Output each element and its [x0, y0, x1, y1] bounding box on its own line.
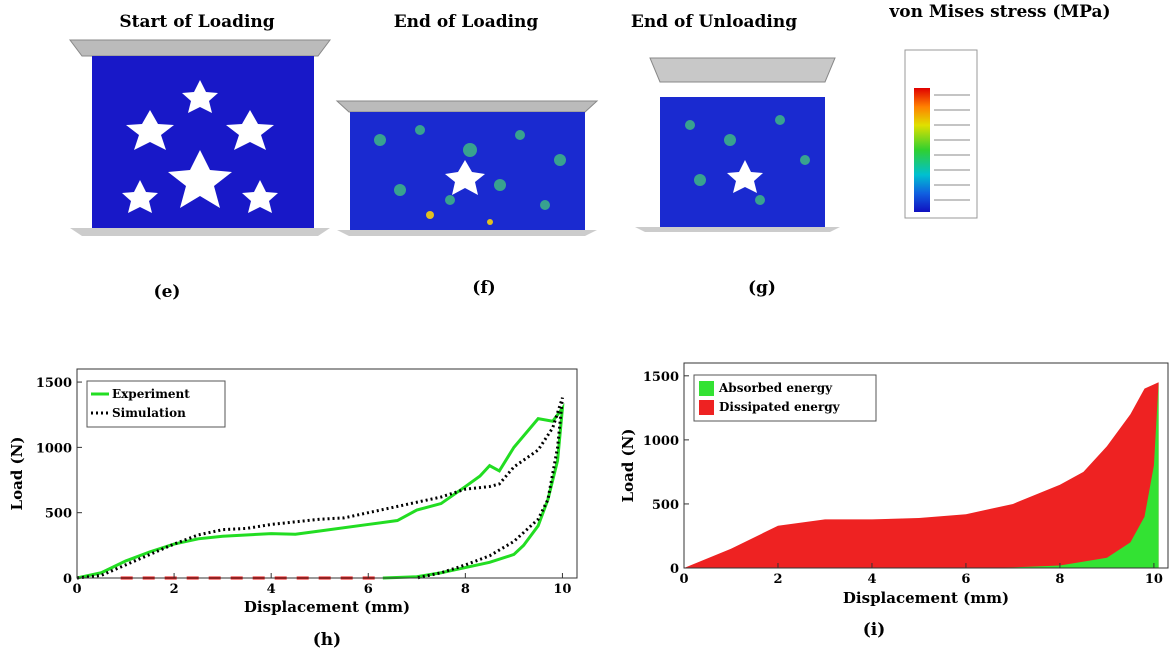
- chart-label: (h): [313, 630, 341, 650]
- panel-title: von Mises stress (MPa): [888, 2, 1110, 22]
- legend-label: Absorbed energy: [718, 381, 833, 395]
- y-axis-label: Load (N): [619, 429, 637, 503]
- legend-label: Experiment: [112, 387, 190, 401]
- panel-label: (f): [472, 278, 495, 298]
- x-tick-label: 6: [364, 582, 373, 597]
- stress-legend: [905, 50, 977, 218]
- legend-swatch: [699, 400, 714, 415]
- x-tick-label: 4: [867, 572, 876, 587]
- legend-label: Simulation: [112, 406, 186, 420]
- page: Start of Loading End of Loading End of U…: [0, 0, 1174, 655]
- y-tick-label: 0: [670, 562, 679, 577]
- x-tick-label: 0: [72, 582, 81, 597]
- panel-title: End of Unloading: [631, 12, 797, 32]
- x-tick-label: 8: [461, 582, 470, 597]
- y-tick-label: 1000: [643, 434, 679, 449]
- x-tick-label: 8: [1055, 572, 1064, 587]
- x-tick-label: 2: [170, 582, 179, 597]
- x-axis-label: Displacement (mm): [843, 589, 1009, 607]
- x-tick-label: 6: [961, 572, 970, 587]
- y-tick-label: 0: [63, 572, 72, 587]
- x-tick-label: 2: [773, 572, 782, 587]
- x-tick-label: 4: [267, 582, 276, 597]
- x-tick-label: 10: [1145, 572, 1163, 587]
- x-axis-label: Displacement (mm): [244, 598, 410, 616]
- simulation-image: [70, 40, 330, 236]
- panel-title: Start of Loading: [119, 12, 274, 32]
- legend-swatch: [699, 381, 714, 396]
- panel-label: (g): [748, 278, 776, 298]
- x-tick-label: 0: [679, 572, 688, 587]
- simulation-image: [337, 101, 597, 236]
- y-axis-label: Load (N): [8, 437, 26, 511]
- y-tick-label: 500: [45, 507, 72, 522]
- y-tick-label: 1000: [36, 441, 72, 456]
- legend-label: Dissipated energy: [719, 400, 841, 414]
- panel-label: (e): [154, 282, 181, 302]
- panel-title: End of Loading: [394, 12, 539, 32]
- simulation-image: [635, 58, 840, 232]
- x-tick-label: 10: [553, 582, 571, 597]
- figure: Start of Loading End of Loading End of U…: [0, 0, 1174, 655]
- line: [77, 408, 562, 578]
- y-tick-label: 1500: [36, 376, 72, 391]
- y-tick-label: 500: [652, 498, 679, 513]
- chart-label: (i): [863, 620, 886, 640]
- chart: 0 2 4 6 8 10 0 500 1000 1500 Displacement (mm) Load…: [619, 363, 1168, 640]
- chart: 0 2 4 6 8 10 0 500 1000 1500 Displacement (mm) Load…: [8, 369, 577, 650]
- y-tick-label: 1500: [643, 370, 679, 385]
